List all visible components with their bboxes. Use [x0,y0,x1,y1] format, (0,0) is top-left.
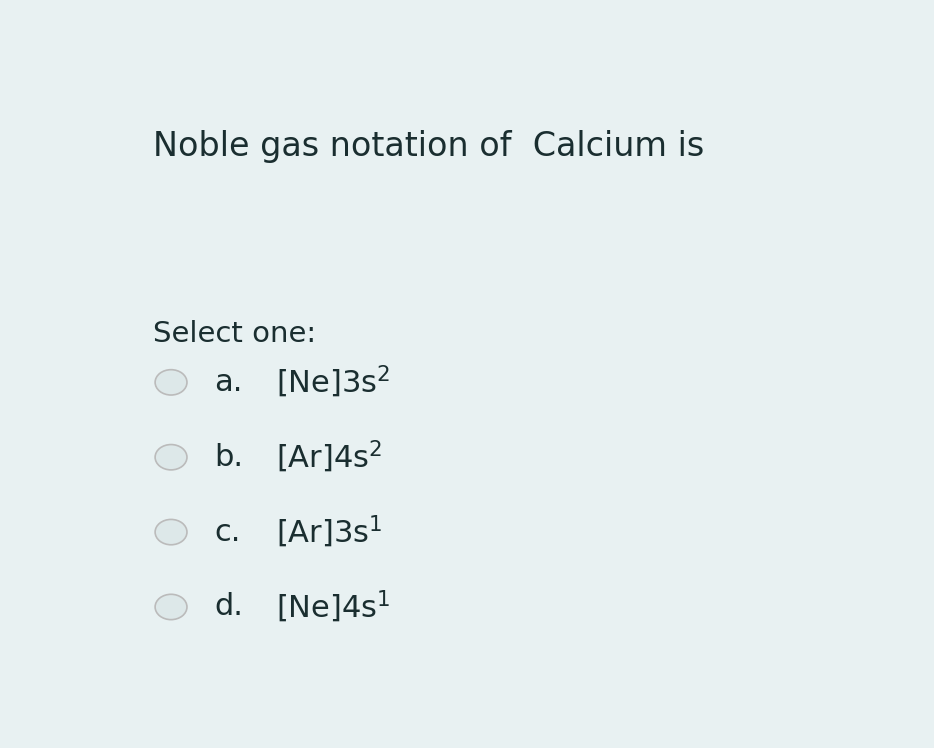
Text: [Ne]3s$^{2}$: [Ne]3s$^{2}$ [276,364,390,400]
Text: [Ar]3s$^{1}$: [Ar]3s$^{1}$ [276,514,382,551]
Text: b.: b. [215,443,244,472]
Text: d.: d. [215,592,244,622]
Text: [Ne]4s$^{1}$: [Ne]4s$^{1}$ [276,589,390,625]
Circle shape [155,519,187,545]
Text: c.: c. [215,518,241,547]
Text: Noble gas notation of  Calcium is: Noble gas notation of Calcium is [153,130,704,163]
Circle shape [155,595,187,619]
Circle shape [155,370,187,395]
Text: a.: a. [215,368,243,397]
Circle shape [155,444,187,470]
Text: [Ar]4s$^{2}$: [Ar]4s$^{2}$ [276,439,382,475]
Text: Select one:: Select one: [153,320,316,348]
